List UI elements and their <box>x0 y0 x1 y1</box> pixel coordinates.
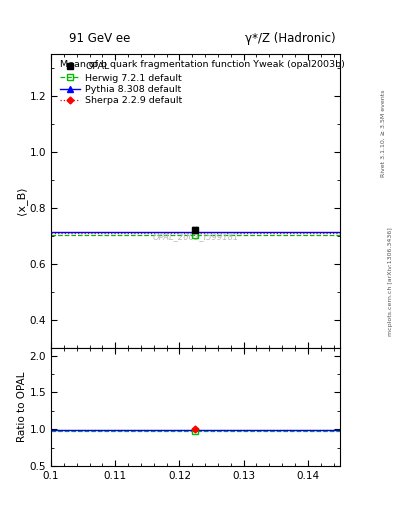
Text: Mean of b quark fragmentation function Υweak (opal2003b): Mean of b quark fragmentation function Υ… <box>60 60 345 69</box>
Text: γ*/Z (Hadronic): γ*/Z (Hadronic) <box>245 32 336 45</box>
Y-axis label: Ratio to OPAL: Ratio to OPAL <box>17 372 27 442</box>
Text: 91 GeV ee: 91 GeV ee <box>69 32 130 45</box>
Y-axis label: ⟨x_B⟩: ⟨x_B⟩ <box>16 187 27 215</box>
Text: OPAL_2003_I599181: OPAL_2003_I599181 <box>152 232 239 241</box>
Legend: OPAL, Herwig 7.2.1 default, Pythia 8.308 default, Sherpa 2.2.9 default: OPAL, Herwig 7.2.1 default, Pythia 8.308… <box>56 58 186 109</box>
Text: mcplots.cern.ch [arXiv:1306.3436]: mcplots.cern.ch [arXiv:1306.3436] <box>388 227 393 336</box>
Text: Rivet 3.1.10, ≥ 3.5M events: Rivet 3.1.10, ≥ 3.5M events <box>381 90 386 177</box>
